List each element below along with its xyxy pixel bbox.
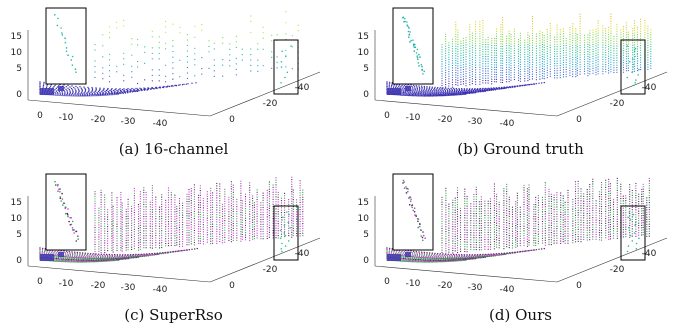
x-tick-label: -40 <box>500 119 515 129</box>
caption-d: (d) Ours <box>489 306 552 324</box>
y-tick-label: 0 <box>576 281 582 291</box>
point-cloud <box>386 177 650 263</box>
panel-a-plot: 15 10 5 0 0 -10 -20 -30 -40 0 -20 -40 <box>11 7 321 129</box>
x-tick-label: 0 <box>384 111 390 121</box>
x-tick-label: -40 <box>153 119 168 129</box>
y-tick-label: -20 <box>263 99 278 109</box>
x-tick-label: -40 <box>500 285 515 295</box>
zoom-insets <box>392 7 646 95</box>
caption-a: (a) 16-channel <box>118 140 229 158</box>
x-tick-label: 0 <box>37 277 43 287</box>
y-tick-label: -20 <box>610 265 625 275</box>
y-tick-label: -40 <box>642 249 657 259</box>
x-tick-label: 0 <box>37 111 43 121</box>
z-tick-label: 10 <box>11 48 23 58</box>
z-tick-label: 0 <box>16 256 22 266</box>
point-cloud <box>386 13 652 97</box>
x-tick-label: -30 <box>468 117 483 127</box>
z-tick-label: 5 <box>16 230 22 240</box>
x-tick-label: -20 <box>91 281 106 291</box>
x-tick-label: -40 <box>153 285 168 295</box>
x-tick-label: -30 <box>121 283 136 293</box>
panel-d: 15 10 5 0 0 -10 -20 -30 -40 0 -20 -40 (d) Ours <box>347 166 694 332</box>
z-tick-label: 10 <box>11 214 23 224</box>
x-tick-label: -20 <box>438 281 453 291</box>
z-tick-label: 5 <box>16 64 22 74</box>
z-tick-label: 15 <box>358 32 369 42</box>
y-tick-label: 0 <box>229 281 235 291</box>
z-tick-label: 0 <box>363 256 369 266</box>
caption-c: (c) SuperRso <box>124 306 223 324</box>
zoom-insets <box>392 173 646 261</box>
x-tick-label: -10 <box>59 279 74 289</box>
axes: 15 10 5 0 0 -10 -20 -30 -40 0 -20 -40 <box>11 196 321 295</box>
x-tick-label: -20 <box>91 115 106 125</box>
x-tick-label: -30 <box>121 117 136 127</box>
axes: 15 10 5 0 0 -10 -20 -30 -40 0 -20 -40 <box>11 30 321 129</box>
x-tick-label: -30 <box>468 283 483 293</box>
y-tick-label: -40 <box>295 249 310 259</box>
zoom-insets <box>45 7 299 95</box>
x-tick-label: -10 <box>59 113 74 123</box>
z-tick-label: 0 <box>16 90 22 100</box>
x-tick-label: -10 <box>406 279 421 289</box>
panel-c-plot: 15 10 5 0 0 -10 -20 -30 -40 0 -20 -40 <box>11 173 321 295</box>
axes: 15 10 5 0 0 -10 -20 -30 -40 0 -20 -40 <box>358 196 668 295</box>
axes: 15 10 5 0 0 -10 -20 -30 -40 0 -20 -40 <box>358 30 668 129</box>
y-tick-label: -20 <box>263 265 278 275</box>
y-tick-label: -40 <box>642 83 657 93</box>
point-cloud <box>39 176 304 263</box>
caption-b: (b) Ground truth <box>457 140 584 158</box>
z-tick-label: 5 <box>363 64 369 74</box>
panel-d-plot: 15 10 5 0 0 -10 -20 -30 -40 0 -20 -40 <box>358 173 668 295</box>
z-tick-label: 5 <box>363 230 369 240</box>
panel-a: 15 10 5 0 0 -10 -20 -30 -40 0 -20 -40 (a) 16-channe… <box>0 0 347 166</box>
z-tick-label: 0 <box>363 90 369 100</box>
z-tick-label: 15 <box>11 198 22 208</box>
panel-b: 15 10 5 0 0 -10 -20 -30 -40 0 -20 -40 (b) Ground tr… <box>347 0 694 166</box>
panel-b-plot: 15 10 5 0 0 -10 -20 -30 -40 0 -20 -40 <box>358 7 668 129</box>
y-tick-label: 0 <box>576 115 582 125</box>
panel-c: 15 10 5 0 0 -10 -20 -30 -40 0 -20 -40 (c) SuperRso <box>0 166 347 332</box>
y-tick-label: -20 <box>610 99 625 109</box>
point-cloud <box>39 11 299 97</box>
y-tick-label: -40 <box>295 83 310 93</box>
z-tick-label: 15 <box>358 198 369 208</box>
x-tick-label: -20 <box>438 115 453 125</box>
z-tick-label: 10 <box>358 48 370 58</box>
z-tick-label: 10 <box>358 214 370 224</box>
x-tick-label: 0 <box>384 277 390 287</box>
y-tick-label: 0 <box>229 115 235 125</box>
z-tick-label: 15 <box>11 32 22 42</box>
zoom-insets <box>45 173 299 261</box>
x-tick-label: -10 <box>406 113 421 123</box>
